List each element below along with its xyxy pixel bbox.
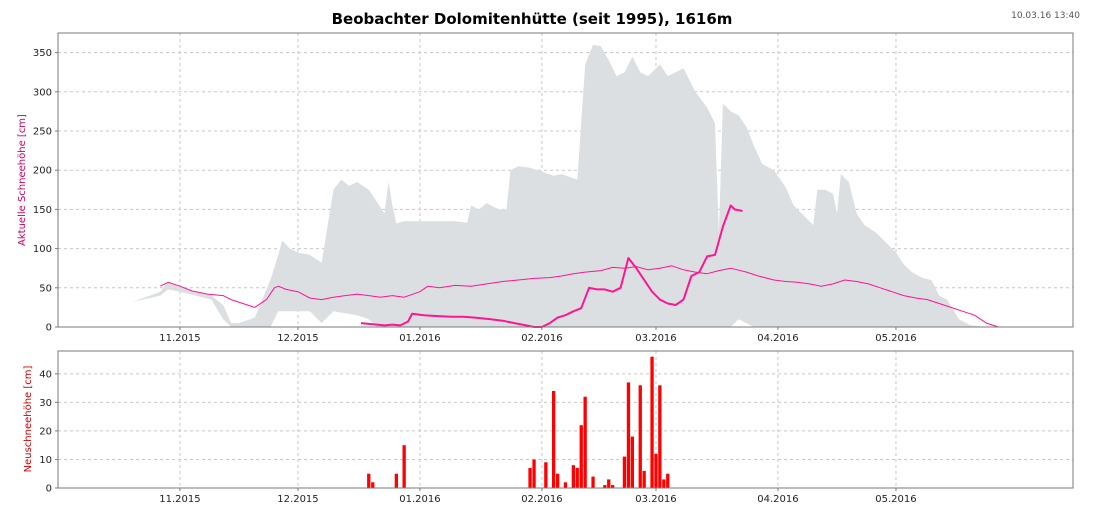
new-snow-bar [662, 479, 666, 488]
new-snow-bar [544, 462, 548, 488]
new-snow-bar [658, 385, 662, 489]
new-snow-x-ticks: 11.2015 12.2015 01.2016 02.2016 03.2016 04.20… [159, 488, 917, 505]
new-snow-y-tick-label: 40 [39, 369, 52, 380]
snow-depth-x-tick-label: 12.2015 [277, 333, 318, 344]
snow-depth-x-tick-label: 03.2016 [635, 333, 676, 344]
new-snow-bar [552, 391, 556, 488]
new-snow-bar [622, 456, 627, 488]
snow-depth-x-ticks: 11.2015 12.2015 01.2016 02.2016 03.2016 04.20… [159, 327, 917, 344]
new-snow-bar [630, 436, 634, 488]
new-snow-x-tick-label: 03.2016 [635, 494, 676, 505]
snow-depth-y-tick-label: 0 [46, 323, 52, 334]
chart-title: Beobachter Dolomitenhütte (seit 1995), 1… [332, 10, 733, 28]
snow-depth-x-tick-label: 05.2016 [875, 333, 916, 344]
new-snow-bar [556, 473, 560, 488]
current-series-line [360, 204, 743, 328]
new-snow-grid [58, 351, 1073, 488]
new-snow-panel: 0 10 20 30 40 11.2015 12.2015 01.2016 02.2016 03… [23, 350, 1074, 505]
snow-depth-y-tick-label: 50 [39, 283, 52, 294]
new-snow-y-label: Neuschneehöhe [cm] [23, 365, 34, 472]
new-snow-bar [367, 473, 371, 488]
snow-depth-min-max-area [132, 44, 987, 328]
snow-depth-y-ticks: 0 50 100 150 200 250 300 350 [33, 48, 58, 334]
new-snow-bar [532, 459, 536, 488]
new-snow-x-tick-label: 12.2015 [277, 494, 318, 505]
new-snow-bar [402, 445, 406, 488]
new-snow-bar [528, 468, 532, 488]
snow-depth-x-tick-label: 01.2016 [399, 333, 440, 344]
new-snow-y-tick-label: 0 [46, 484, 52, 495]
new-snow-bars [367, 356, 670, 489]
new-snow-bar [583, 396, 587, 488]
new-snow-bar [654, 453, 658, 489]
timestamp: 10.03.16 13:40 [1011, 11, 1080, 21]
snow-depth-range-band [132, 44, 987, 328]
new-snow-y-tick-label: 30 [39, 398, 52, 409]
snow-depth-y-tick-label: 150 [33, 205, 52, 216]
snow-depth-y-tick-label: 250 [33, 127, 52, 138]
snow-depth-y-tick-label: 300 [33, 87, 52, 98]
snow-depth-y-tick-label: 350 [33, 48, 52, 59]
new-snow-bar [371, 482, 375, 488]
new-snow-y-tick-label: 20 [39, 426, 52, 437]
mean-snow-depth-line [160, 265, 999, 328]
snow-depth-x-tick-label: 02.2016 [521, 333, 562, 344]
current-snow-depth-line [360, 204, 743, 328]
new-snow-bar [563, 482, 568, 488]
snow-depth-frame [57, 32, 1074, 328]
snow-depth-y-tick-label: 200 [33, 166, 52, 177]
new-snow-bar [394, 473, 398, 488]
new-snow-x-tick-label: 04.2016 [757, 494, 798, 505]
new-snow-bar [575, 468, 579, 488]
new-snow-bar [650, 356, 654, 488]
new-snow-bar [642, 470, 646, 488]
new-snow-frame [57, 350, 1074, 489]
new-snow-x-tick-label: 01.2016 [399, 494, 440, 505]
new-snow-y-tick-label: 10 [39, 455, 52, 466]
new-snow-bar [591, 476, 595, 488]
new-snow-bar [666, 473, 670, 488]
new-snow-bar [611, 485, 615, 488]
snow-depth-x-tick-label: 04.2016 [757, 333, 798, 344]
new-snow-x-tick-label: 11.2015 [159, 494, 200, 505]
new-snow-bar [579, 425, 583, 488]
new-snow-bar [571, 465, 575, 488]
snow-depth-y-label: Aktuelle Schneehöhe [cm] [17, 114, 28, 246]
snow-depth-panel: 0 50 100 150 200 250 300 350 11.2015 12.2015 01.2… [17, 32, 1074, 344]
snow-depth-x-tick-label: 11.2015 [159, 333, 200, 344]
new-snow-bar [607, 479, 611, 488]
new-snow-y-ticks: 0 10 20 30 40 [39, 369, 58, 495]
new-snow-bar [626, 382, 631, 488]
new-snow-bar [603, 485, 607, 488]
new-snow-x-tick-label: 05.2016 [875, 494, 916, 505]
new-snow-x-tick-label: 02.2016 [521, 494, 562, 505]
mean-series-line [160, 265, 999, 328]
snow-depth-y-tick-label: 100 [33, 244, 52, 255]
new-snow-bar [638, 385, 642, 489]
